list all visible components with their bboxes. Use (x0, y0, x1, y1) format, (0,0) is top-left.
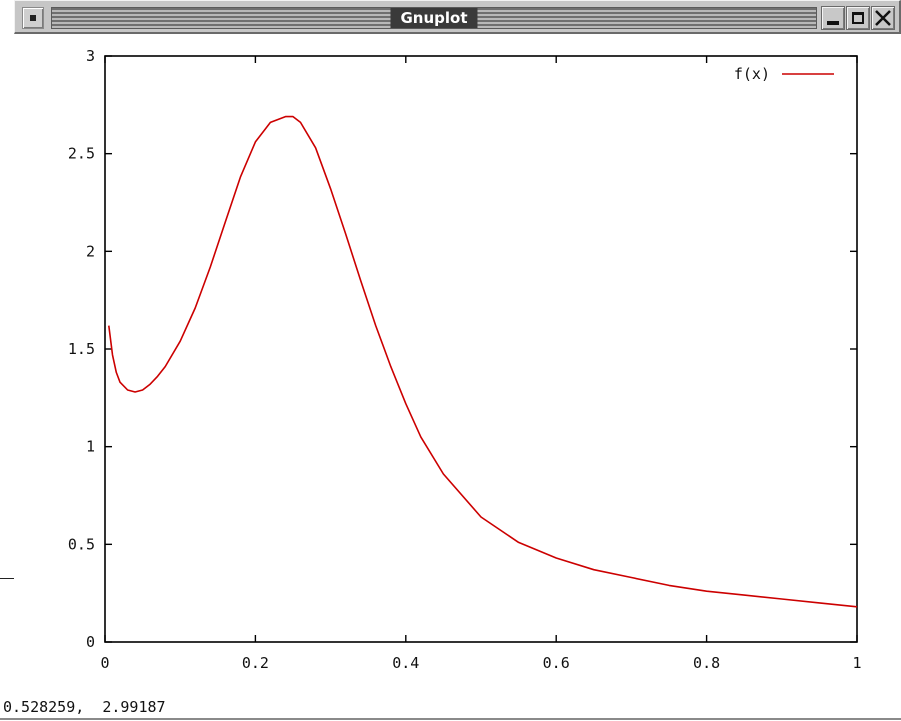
x-tick-label: 1 (852, 654, 861, 672)
status-divider (0, 718, 901, 720)
minimize-icon[interactable] (821, 6, 845, 30)
y-tick-label: 3 (86, 47, 95, 65)
window-menu-icon[interactable] (22, 7, 44, 29)
y-tick-label: 1.5 (68, 340, 95, 358)
x-tick-label: 0.2 (242, 654, 269, 672)
window-edge-marker (0, 578, 14, 579)
x-tick-label: 0.8 (693, 654, 720, 672)
y-tick-label: 2.5 (68, 145, 95, 163)
legend-label: f(x) (734, 65, 770, 83)
close-icon[interactable] (871, 6, 895, 30)
series-line-fx (108, 115, 858, 608)
x-tick-label: 0.6 (543, 654, 570, 672)
cursor-coordinates: 0.528259, 2.99187 (3, 698, 166, 716)
y-tick-label: 0 (86, 633, 95, 651)
maximize-icon[interactable] (846, 6, 870, 30)
window-title: Gnuplot (390, 8, 478, 28)
y-tick-label: 2 (86, 242, 95, 260)
plot-area[interactable]: 0 0.5 1 1.5 2 2.5 3 0 0.2 0.4 0.6 0.8 1 f(x) (0, 34, 901, 696)
title-track[interactable]: Gnuplot (51, 7, 817, 29)
y-tick-label: 0.5 (68, 535, 95, 553)
x-tick-label: 0 (100, 654, 109, 672)
x-tick-label: 0.4 (392, 654, 419, 672)
y-tick-label: 1 (86, 438, 95, 456)
plot-frame (104, 55, 858, 643)
title-bar[interactable]: Gnuplot (14, 0, 901, 34)
status-bar: 0.528259, 2.99187 (0, 696, 901, 721)
